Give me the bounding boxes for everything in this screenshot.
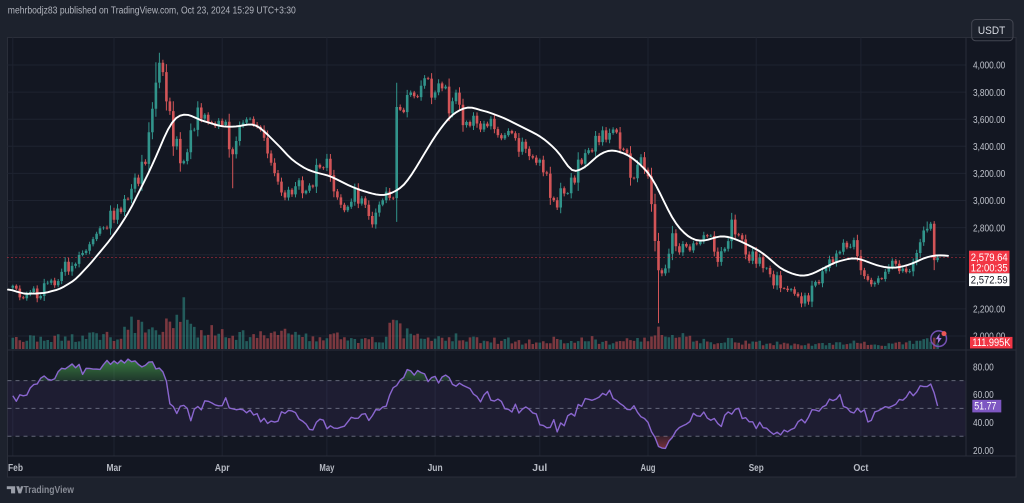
svg-text:3,400.00: 3,400.00	[973, 142, 1005, 153]
svg-text:40.00: 40.00	[973, 418, 994, 429]
svg-text:Apr: Apr	[215, 463, 230, 474]
svg-text:Sep: Sep	[749, 463, 764, 474]
svg-text:2,200.00: 2,200.00	[973, 305, 1005, 316]
svg-text:USDT: USDT	[978, 25, 1006, 37]
svg-text:TradingView: TradingView	[24, 485, 75, 496]
svg-text:3,800.00: 3,800.00	[973, 88, 1005, 99]
svg-text:3,600.00: 3,600.00	[973, 115, 1005, 126]
svg-text:3,000.00: 3,000.00	[973, 196, 1005, 207]
svg-text:May: May	[319, 463, 334, 474]
svg-text:80.00: 80.00	[973, 362, 994, 373]
svg-text:4,000.00: 4,000.00	[973, 61, 1005, 72]
svg-text:51.77: 51.77	[974, 401, 996, 413]
svg-text:2,572.59: 2,572.59	[971, 274, 1008, 286]
svg-text:111.995K: 111.995K	[972, 337, 1011, 349]
svg-text:Feb: Feb	[8, 463, 23, 474]
svg-text:mehrbodjz83 published on Tradi: mehrbodjz83 published on TradingView.com…	[8, 5, 296, 16]
svg-text:Mar: Mar	[107, 463, 122, 474]
svg-text:3,200.00: 3,200.00	[973, 169, 1005, 180]
svg-text:2,800.00: 2,800.00	[973, 223, 1005, 234]
svg-text:Jul: Jul	[532, 463, 547, 474]
svg-text:Jun: Jun	[428, 463, 443, 474]
svg-text:2,579.64: 2,579.64	[971, 252, 1008, 264]
svg-text:12:00:35: 12:00:35	[971, 262, 1008, 274]
svg-text:Aug: Aug	[641, 463, 656, 474]
svg-text:20.00: 20.00	[973, 446, 994, 457]
svg-text:Oct: Oct	[853, 463, 869, 474]
svg-text:60.00: 60.00	[973, 390, 994, 401]
